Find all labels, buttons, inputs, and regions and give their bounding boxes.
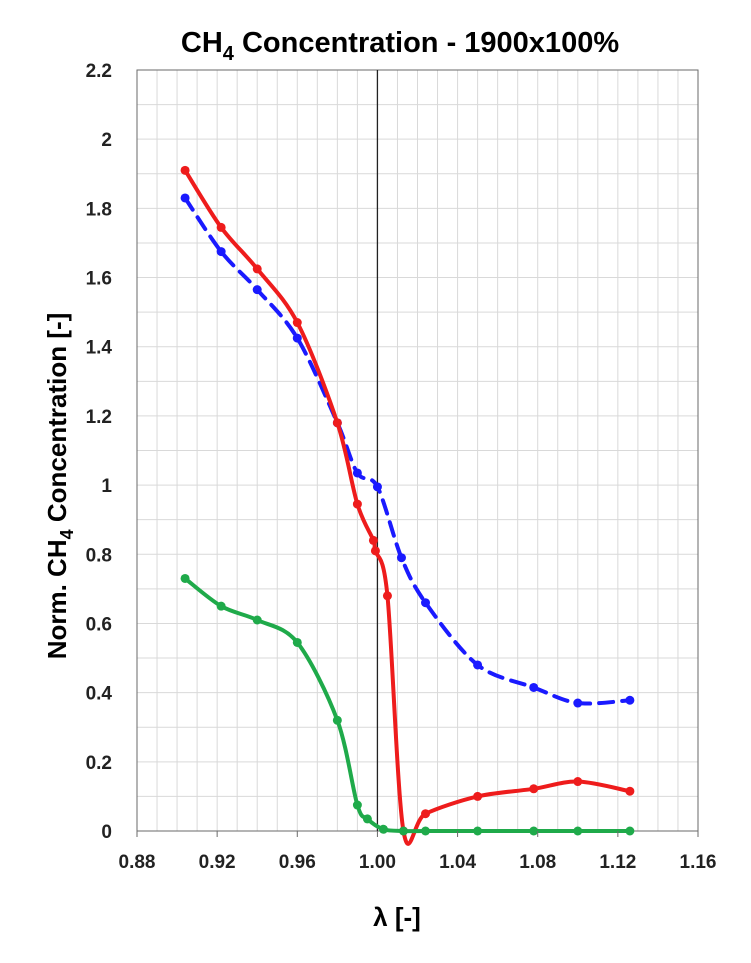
- data-point-blue-dashed: [292, 333, 302, 343]
- data-point-green: [398, 826, 408, 836]
- data-point-green: [180, 573, 190, 583]
- y-axis-ticks: 0 0.2 0.4 0.6 0.8 1 1.2 1.4 1.6 1.8 2 2.2: [86, 61, 113, 843]
- y-axis-label-main: Norm. CH: [42, 539, 72, 659]
- y-tick-label: 1.6: [86, 269, 112, 290]
- data-point-blue-dashed: [372, 482, 382, 492]
- chart-title: CH4 Concentration - 1900x100%: [181, 27, 619, 65]
- data-point-blue-dashed: [625, 695, 635, 705]
- data-point-green: [378, 824, 388, 834]
- y-tick-label: 0.2: [86, 753, 112, 774]
- x-tick-label: 1.08: [519, 852, 556, 873]
- data-point-red: [473, 791, 483, 801]
- x-tick-label: 0.92: [199, 852, 236, 873]
- series-layer: [180, 165, 635, 846]
- data-point-red: [216, 222, 226, 232]
- data-point-blue-dashed: [396, 553, 406, 563]
- series-green: [180, 573, 635, 836]
- x-axis-label: λ [-]: [373, 902, 421, 932]
- y-tick-label: 1.2: [86, 407, 112, 428]
- data-point-red: [292, 318, 302, 328]
- data-point-green: [473, 826, 483, 836]
- data-point-blue-dashed: [252, 285, 262, 295]
- y-tick-label: 1: [101, 476, 112, 497]
- data-point-red: [252, 264, 262, 274]
- data-point-blue-dashed: [216, 247, 226, 257]
- data-point-red: [370, 546, 380, 556]
- data-point-green: [292, 637, 302, 647]
- chart-title-rest: Concentration - 1900x100%: [234, 27, 619, 59]
- gridlines: [137, 70, 698, 831]
- data-point-green: [421, 826, 431, 836]
- x-tick-label: 1.12: [599, 852, 636, 873]
- x-tick-label: 0.96: [279, 852, 316, 873]
- data-point-blue-dashed: [352, 468, 362, 478]
- data-point-blue-dashed: [473, 660, 483, 670]
- y-tick-label: 2.2: [86, 61, 112, 82]
- x-tick-label: 1.04: [439, 852, 476, 873]
- y-tick-label: 1.4: [86, 338, 113, 359]
- series-red: [180, 165, 635, 846]
- y-tick-label: 1.8: [86, 199, 112, 220]
- data-point-blue-dashed: [529, 682, 539, 692]
- data-point-red: [368, 535, 378, 545]
- chart-title-subscript: 4: [223, 43, 235, 65]
- y-tick-label: 0: [101, 822, 112, 843]
- data-point-green: [352, 800, 362, 810]
- y-tick-label: 0.6: [86, 614, 112, 635]
- data-point-blue-dashed: [180, 193, 190, 203]
- y-axis-label: Norm. CH4 Concentration [-]: [42, 313, 77, 660]
- data-point-red: [421, 809, 431, 819]
- data-point-red: [382, 591, 392, 601]
- y-tick-label: 0.8: [86, 545, 112, 566]
- data-point-green: [362, 814, 372, 824]
- data-point-green: [625, 826, 635, 836]
- x-axis-ticks: 0.88 0.92 0.96 1.00 1.04 1.08 1.12 1.16: [119, 831, 717, 873]
- x-tick-label: 0.88: [119, 852, 156, 873]
- y-axis-label-subscript: 4: [57, 529, 77, 539]
- data-point-red: [180, 165, 190, 175]
- x-tick-label: 1.00: [359, 852, 396, 873]
- data-point-green: [216, 601, 226, 611]
- data-point-red: [573, 777, 583, 787]
- y-tick-label: 0.4: [86, 684, 113, 705]
- data-point-green: [529, 826, 539, 836]
- chart-title-main: CH: [181, 27, 223, 59]
- data-point-blue-dashed: [573, 698, 583, 708]
- y-tick-label: 2: [101, 130, 112, 151]
- data-point-blue-dashed: [421, 598, 431, 608]
- data-point-green: [573, 826, 583, 836]
- data-point-red: [625, 786, 635, 796]
- data-point-green: [252, 615, 262, 625]
- data-point-red: [529, 784, 539, 794]
- data-point-red: [352, 499, 362, 509]
- x-tick-label: 1.16: [680, 852, 717, 873]
- series-line-green: [183, 576, 632, 834]
- data-point-green: [332, 715, 342, 725]
- data-point-red: [332, 418, 342, 428]
- y-axis-label-rest: Concentration [-]: [42, 313, 72, 530]
